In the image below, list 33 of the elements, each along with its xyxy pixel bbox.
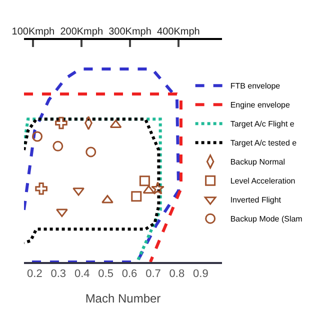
x-tick-label: 0.5 [98, 268, 114, 280]
x2-tick-label: 400Kmph [157, 26, 200, 38]
x-tick-label: 0.4 [74, 268, 90, 280]
point [86, 146, 96, 158]
legend-label: Backup Normal [230, 158, 286, 167]
point [139, 176, 150, 186]
point [72, 188, 84, 196]
legend-label: FTB envelope [230, 82, 281, 91]
point [56, 208, 68, 218]
x-tick-label: 0.9 [193, 268, 208, 280]
legend-label: Inverted Flight [230, 196, 282, 205]
point [55, 116, 68, 130]
x-tick-label: 0.7 [146, 268, 161, 280]
x2-tick-label: 300Kmph [108, 26, 152, 38]
point [102, 194, 114, 204]
legend-label: Target A/c Flight e [230, 120, 295, 129]
x-tick-label: 0.3 [50, 268, 66, 280]
point [52, 140, 64, 152]
x-tick-label: 0.6 [122, 268, 138, 280]
legend-label: Backup Mode (Slam [230, 214, 303, 224]
legend-label: Level Acceleration [230, 176, 296, 186]
x-axis-title: Mach Number [85, 292, 161, 306]
point [131, 191, 142, 202]
legend-label: Target A/c tested e [230, 138, 298, 148]
point [142, 185, 155, 194]
point [32, 131, 43, 142]
x-tick-label: 0.8 [169, 268, 185, 280]
x-tick-label: 0.2 [27, 268, 42, 280]
legend-label: Engine envelope [230, 100, 290, 110]
x2-tick-label: 200Kmph [60, 26, 104, 38]
point [151, 182, 164, 194]
point [35, 182, 48, 195]
x2-tick-label: 100Kmph [12, 26, 55, 38]
